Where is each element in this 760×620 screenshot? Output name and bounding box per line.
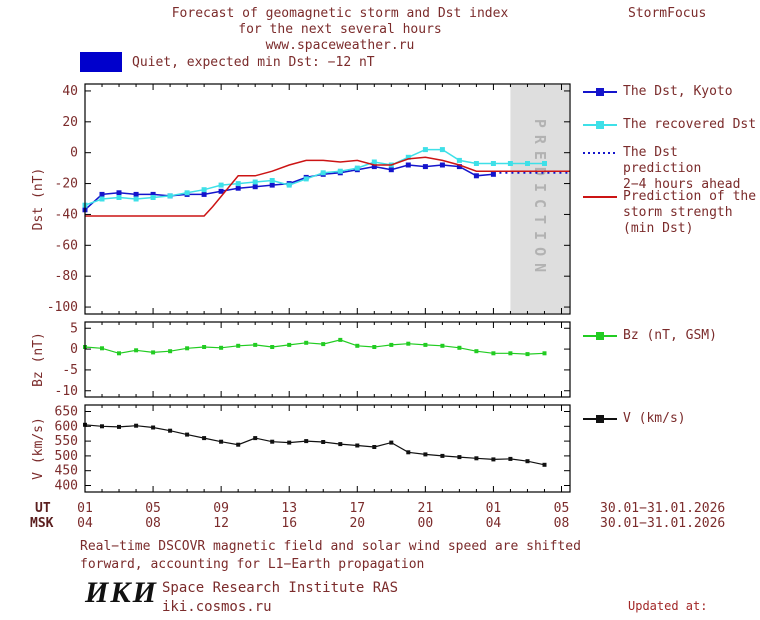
legend-item-bz: Bz (nT, GSM)	[583, 328, 717, 347]
svg-text:08: 08	[554, 516, 570, 531]
dst-kyoto-marker-icon	[583, 86, 617, 103]
iki-logo: ИКИ	[85, 576, 159, 609]
svg-text:04: 04	[486, 516, 502, 531]
legend-label: Prediction of the storm strength (min Ds…	[623, 189, 757, 236]
svg-text:0: 0	[70, 146, 78, 161]
svg-text:30.01−31.01.2026: 30.01−31.01.2026	[600, 501, 725, 516]
svg-text:21: 21	[418, 501, 434, 516]
institute-name: Space Research Institute RAS	[162, 580, 399, 596]
legend-item-v: V (km/s)	[583, 411, 686, 430]
svg-text:05: 05	[554, 501, 570, 516]
note-line-2: forward, accounting for L1−Earth propaga…	[80, 557, 425, 572]
svg-text:-20: -20	[55, 177, 78, 192]
legend-label: Bz (nT, GSM)	[623, 328, 717, 343]
svg-text:-60: -60	[55, 238, 78, 253]
legend-item-dst-kyoto: The Dst, Kyoto	[583, 84, 733, 103]
svg-text:-10: -10	[55, 384, 78, 399]
svg-text:0: 0	[70, 342, 78, 357]
svg-text:00: 00	[418, 516, 434, 531]
svg-text:17: 17	[349, 501, 365, 516]
v-marker-icon	[583, 413, 617, 430]
svg-text:600: 600	[55, 419, 78, 434]
status-text: Quiet, expected min Dst: −12 nT	[132, 54, 375, 70]
legend-item-dst-prediction: The Dst prediction 2−4 hours ahead	[583, 145, 760, 193]
storm-strength-marker-icon	[583, 191, 617, 237]
legend-label: The recovered Dst	[623, 117, 757, 132]
svg-text:12: 12	[213, 516, 229, 531]
svg-text:04: 04	[77, 516, 93, 531]
svg-text:PREDICTION: PREDICTION	[531, 119, 549, 279]
brand-stormfocus: StormFocus	[628, 6, 707, 21]
institute-site-text: iki.cosmos.ru	[162, 599, 272, 615]
svg-text:-100: -100	[47, 300, 78, 315]
title-line-1: Forecast of geomagnetic storm and Dst in…	[171, 6, 509, 21]
svg-text:400: 400	[55, 478, 78, 493]
svg-text:08: 08	[145, 516, 161, 531]
svg-text:20: 20	[349, 516, 365, 531]
svg-text:5: 5	[70, 321, 78, 336]
svg-text:16: 16	[281, 516, 297, 531]
legend-item-recovered-dst: The recovered Dst	[583, 117, 756, 136]
svg-text:650: 650	[55, 405, 78, 420]
updated-label: Updated at:	[628, 599, 708, 613]
legend-label: The Dst prediction 2−4 hours ahead	[623, 145, 741, 192]
svg-text:05: 05	[145, 501, 161, 516]
svg-text:550: 550	[55, 434, 78, 449]
recovered-dst-marker-icon	[583, 119, 617, 136]
svg-text:13: 13	[281, 501, 297, 516]
svg-text:-5: -5	[62, 363, 78, 378]
legend-label: V (km/s)	[623, 411, 686, 426]
legend-item-storm-strength: Prediction of the storm strength (min Ds…	[583, 189, 756, 237]
svg-text:40: 40	[62, 84, 78, 99]
status-banner: Quiet, expected min Dst: −12 nT	[80, 52, 375, 72]
page-title: Forecast of geomagnetic storm and Dst in…	[40, 6, 640, 54]
svg-text:450: 450	[55, 464, 78, 479]
svg-text:09: 09	[213, 501, 229, 516]
title-site-text: www.spaceweather.ru	[265, 38, 415, 53]
svg-text:UT: UT	[35, 501, 51, 516]
svg-text:-40: -40	[55, 207, 78, 222]
legend-label: The Dst, Kyoto	[623, 84, 733, 99]
note-line-1: Real−time DSCOVR magnetic field and sola…	[80, 539, 581, 554]
svg-text:-80: -80	[55, 269, 78, 284]
svg-text:500: 500	[55, 449, 78, 464]
updated-block: Updated at: UT 01:05, 31.01.2026 MSK 04:…	[604, 566, 756, 620]
status-color-swatch	[80, 52, 122, 72]
svg-text:01: 01	[77, 501, 93, 516]
svg-text:30.01−31.01.2026: 30.01−31.01.2026	[600, 516, 725, 531]
svg-text:Dst (nT): Dst (nT)	[31, 168, 46, 231]
bz-marker-icon	[583, 330, 617, 347]
title-line-2: for the next several hours	[238, 22, 442, 37]
svg-text:Bz (nT): Bz (nT)	[31, 332, 46, 387]
svg-text:MSK: MSK	[30, 516, 54, 531]
svg-text:01: 01	[486, 501, 502, 516]
dst-prediction-marker-icon	[583, 147, 617, 193]
svg-text:20: 20	[62, 115, 78, 130]
propagation-note: Real−time DSCOVR magnetic field and sola…	[80, 538, 581, 574]
svg-text:V (km/s): V (km/s)	[31, 417, 46, 480]
